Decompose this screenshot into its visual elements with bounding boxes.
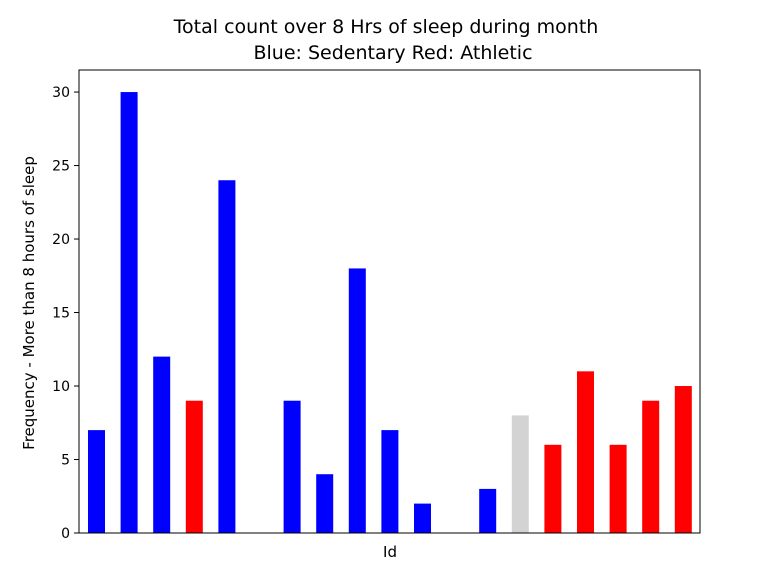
bar-14 <box>511 415 529 533</box>
bar-18 <box>642 400 660 533</box>
y-tick-label: 10 <box>52 379 70 395</box>
bar-13 <box>479 488 497 533</box>
bar-8 <box>316 474 334 533</box>
y-tick-label: 5 <box>61 453 70 469</box>
bar-9 <box>348 268 366 533</box>
bar-17 <box>609 444 627 533</box>
y-tick-label: 15 <box>52 306 70 322</box>
bar-11 <box>414 503 431 533</box>
bar-1 <box>88 430 105 533</box>
bar-7 <box>283 400 301 533</box>
bars-group <box>88 92 692 534</box>
bar-4 <box>185 400 203 533</box>
bar-16 <box>577 371 594 533</box>
y-tick-label: 25 <box>52 159 70 175</box>
chart-title: Total count over 8 Hrs of sleep during m… <box>173 16 599 38</box>
bar-19 <box>674 386 692 533</box>
bar-15 <box>544 444 562 533</box>
y-axis: 0 5 10 15 20 25 30 <box>52 85 79 542</box>
bar-10 <box>381 430 399 533</box>
bar-3 <box>153 356 171 533</box>
plot-frame <box>78 69 701 534</box>
bar-2 <box>120 92 138 534</box>
y-tick-label: 30 <box>52 85 70 101</box>
chart-subtitle: Blue: Sedentary Red: Athletic <box>253 42 532 64</box>
y-axis-label: Frequency - More than 8 hours of sleep <box>20 156 38 450</box>
y-tick-label: 0 <box>61 526 70 542</box>
bar-5 <box>218 180 236 534</box>
y-tick-label: 20 <box>52 232 70 248</box>
x-axis-label: Id <box>383 543 397 561</box>
